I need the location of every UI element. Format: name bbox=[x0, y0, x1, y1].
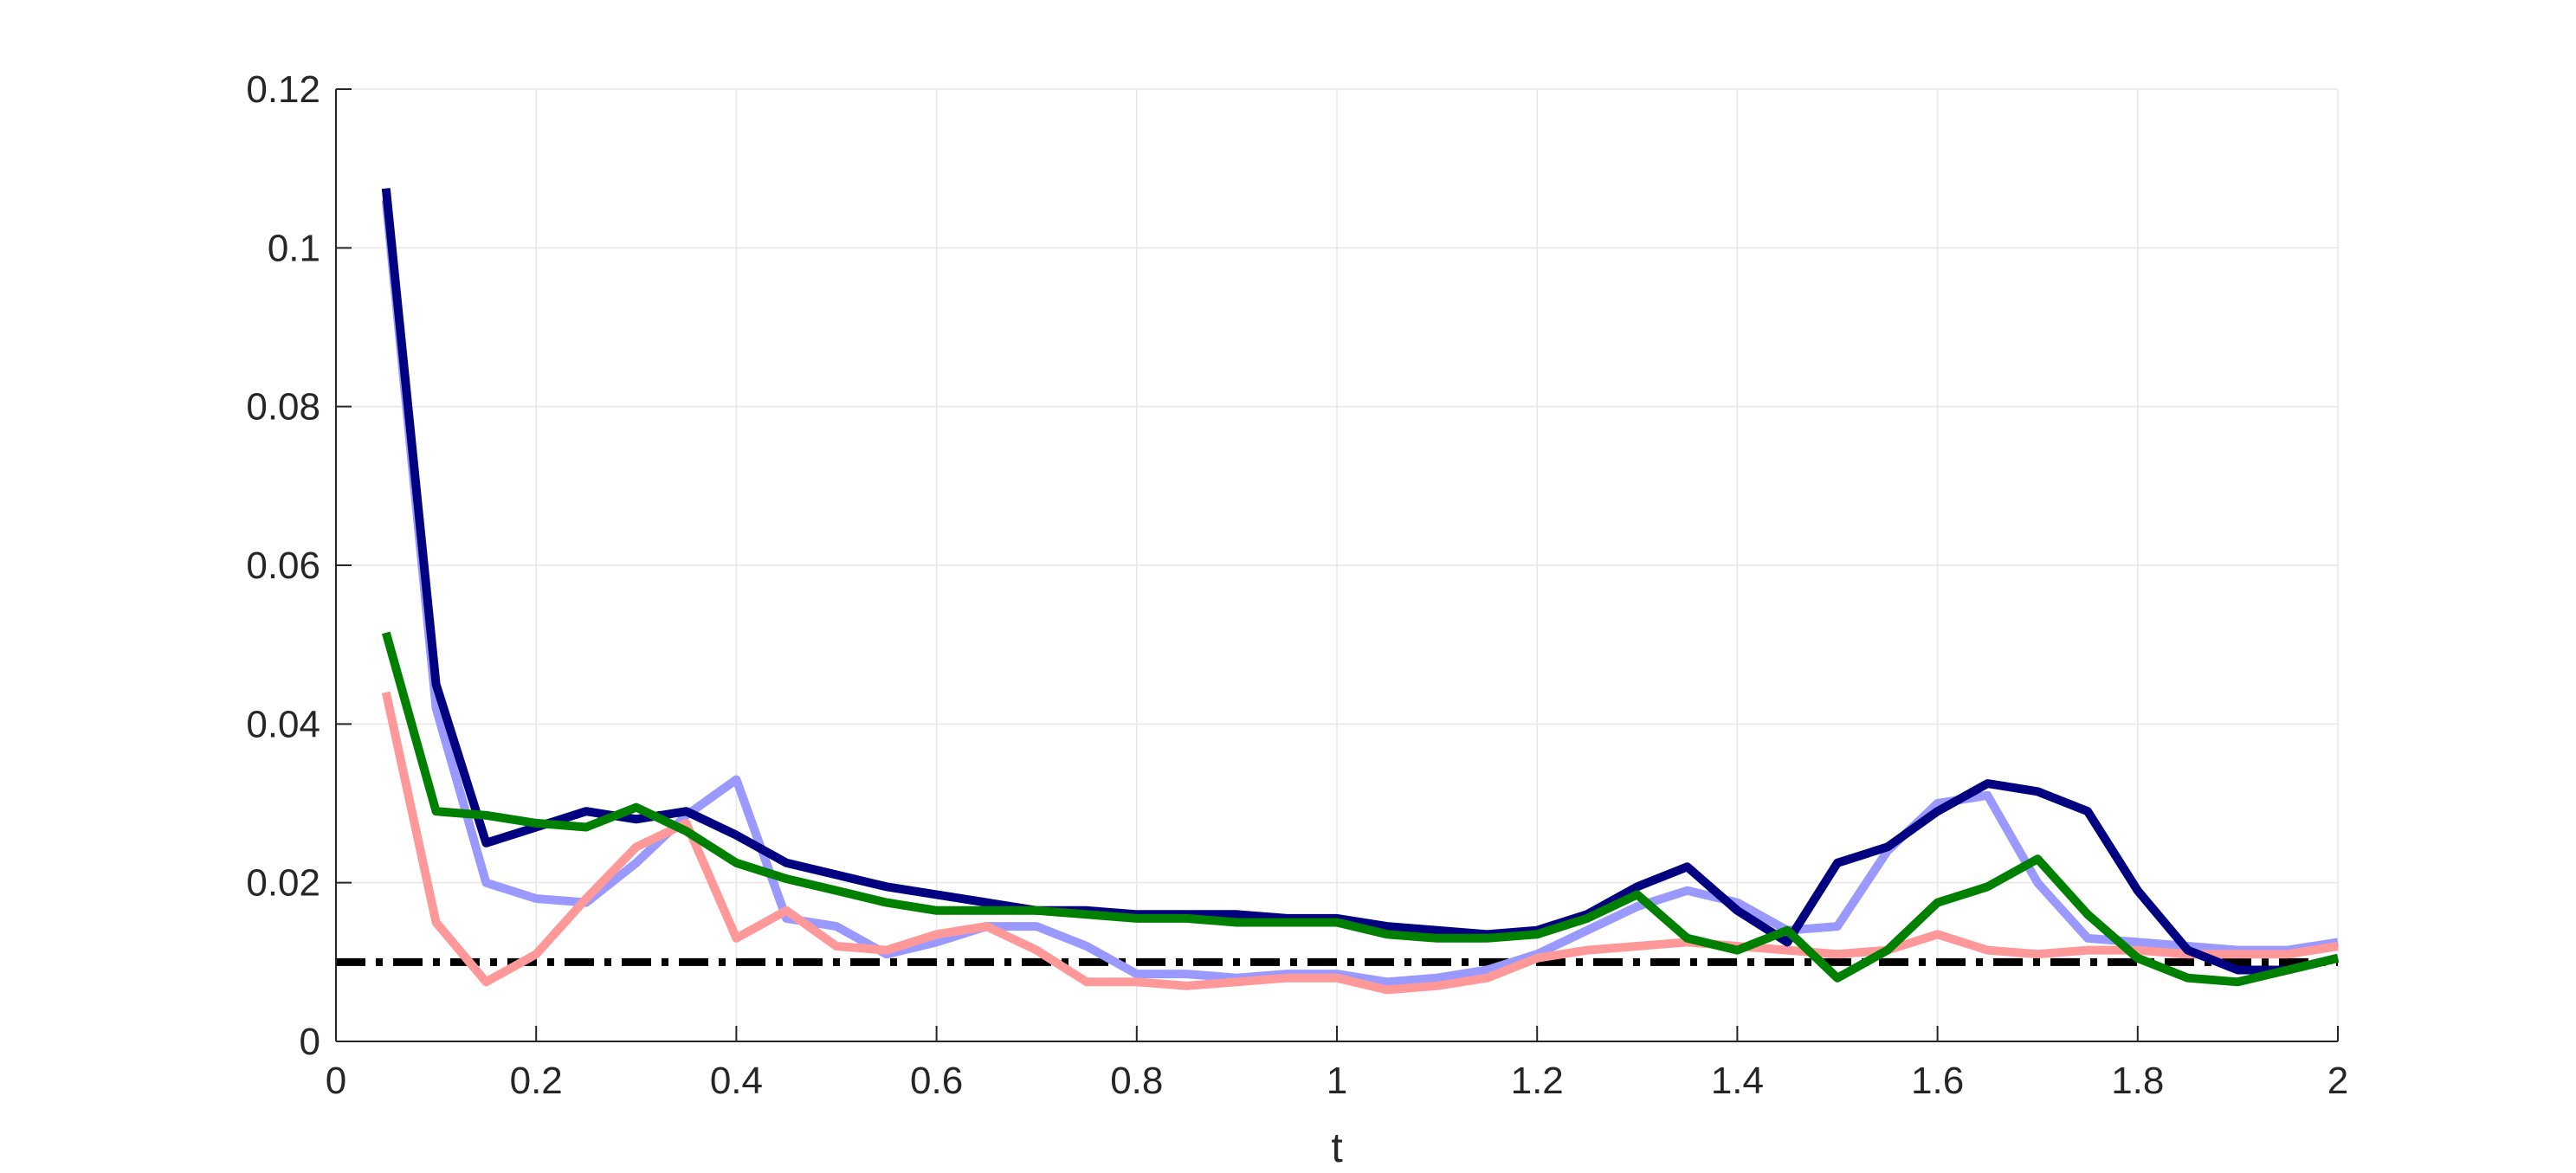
x-tick-label: 1.8 bbox=[2111, 1060, 2164, 1102]
y-tick-label: 0.08 bbox=[246, 386, 320, 429]
x-tick-label: 0.2 bbox=[510, 1060, 563, 1102]
tick-labels: 0 0.2 0.4 0.6 0.8 1 1.2 1.4 1.6 1.8 2 0 0.02 0.04 0.06… bbox=[246, 68, 2348, 1102]
y-tick-label: 0.02 bbox=[246, 862, 320, 905]
y-tick-label: 0.06 bbox=[246, 545, 320, 587]
x-tick-label: 1.4 bbox=[1711, 1060, 1764, 1102]
y-tick-label: 0 bbox=[300, 1021, 320, 1063]
x-tick-label: 1.6 bbox=[1911, 1060, 1964, 1102]
grid bbox=[335, 88, 2339, 1042]
series-line-1 bbox=[381, 199, 2339, 987]
series-line-4 bbox=[381, 631, 2340, 987]
series-line-3 bbox=[381, 188, 2340, 975]
x-tick-label: 1 bbox=[1327, 1060, 1347, 1102]
x-tick-label: 2 bbox=[2327, 1060, 2348, 1102]
y-tick-label: 0.1 bbox=[268, 227, 320, 269]
y-tick-label: 0.12 bbox=[246, 68, 320, 111]
series-layer bbox=[381, 188, 2340, 995]
x-tick-label: 0.8 bbox=[1110, 1060, 1163, 1102]
x-tick-label: 0.4 bbox=[710, 1060, 763, 1102]
series-line-2 bbox=[381, 691, 2339, 995]
x-axis-label: t bbox=[1331, 1125, 1342, 1171]
y-tick-label: 0.04 bbox=[246, 703, 320, 745]
axes bbox=[335, 88, 2339, 1042]
x-tick-label: 0 bbox=[326, 1060, 346, 1102]
x-tick-label: 0.6 bbox=[910, 1060, 963, 1102]
x-tick-label: 1.2 bbox=[1511, 1060, 1564, 1102]
